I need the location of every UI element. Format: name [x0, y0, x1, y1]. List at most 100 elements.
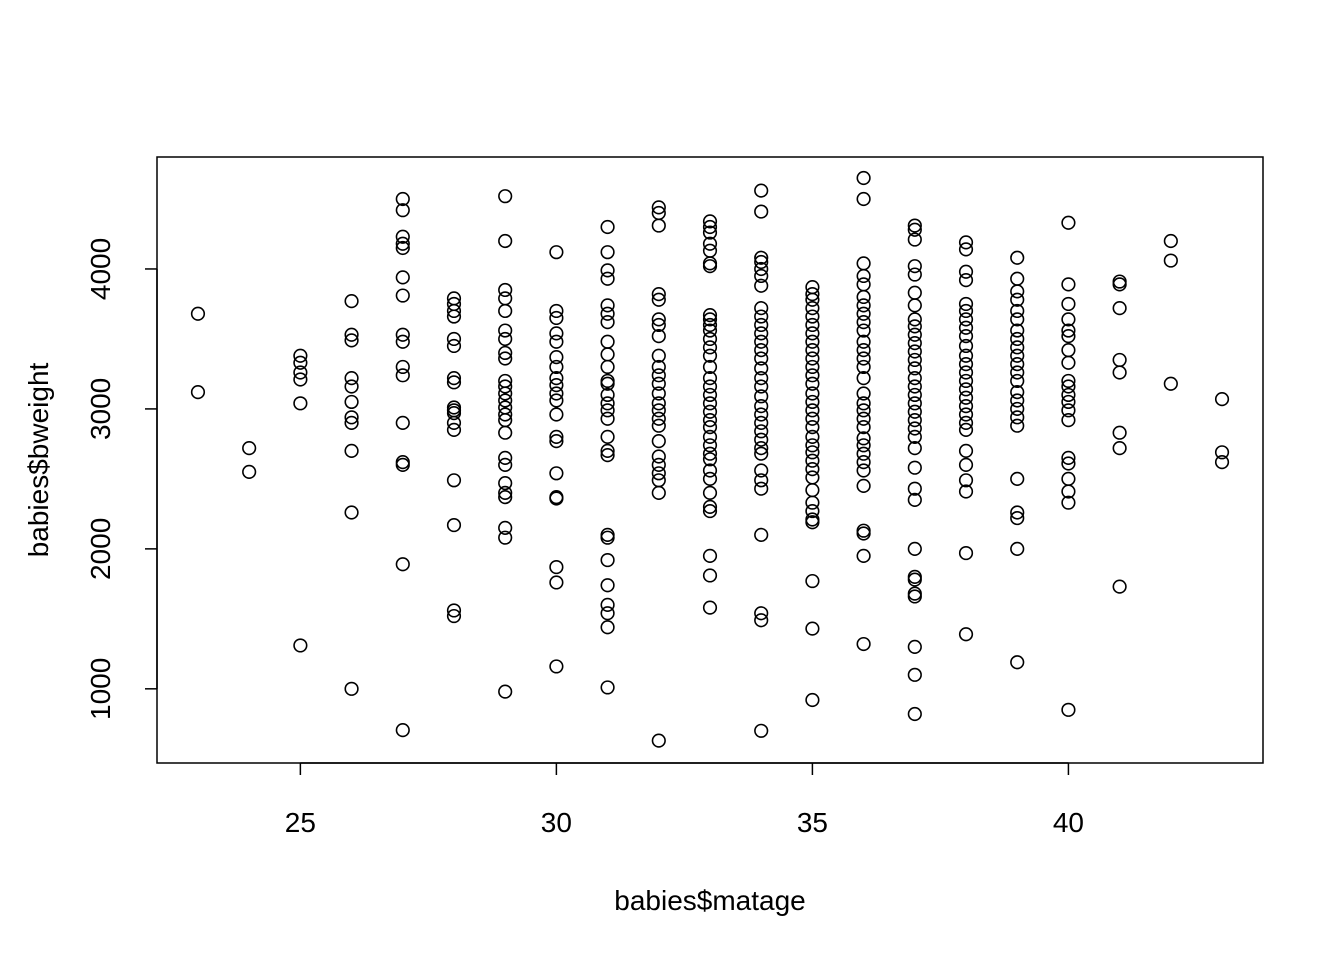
data-point	[958, 415, 974, 431]
data-point	[907, 387, 922, 403]
data-point	[395, 229, 410, 244]
data-point	[395, 236, 410, 251]
data-point	[1112, 352, 1127, 368]
data-point	[907, 441, 922, 456]
data-point	[549, 429, 564, 445]
data-point	[856, 315, 871, 330]
data-point	[702, 600, 718, 615]
data-point	[651, 312, 666, 327]
data-point	[805, 482, 820, 498]
data-point	[395, 359, 410, 375]
data-point	[805, 317, 820, 333]
y-tick-label: 1000	[85, 658, 116, 720]
data-point	[651, 292, 666, 307]
data-point	[1061, 296, 1076, 312]
data-point	[856, 277, 871, 292]
data-point	[702, 420, 718, 435]
data-point	[856, 343, 871, 358]
y-tick-label: 4000	[85, 238, 116, 300]
data-point	[907, 404, 922, 419]
data-point	[498, 323, 513, 338]
data-point	[1010, 323, 1025, 338]
data-point	[856, 548, 871, 563]
data-point	[549, 659, 564, 674]
data-point	[498, 530, 513, 545]
data-point	[1061, 484, 1076, 499]
data-point	[1010, 541, 1025, 556]
data-point	[1010, 357, 1025, 372]
data-point	[1112, 579, 1127, 594]
data-point	[446, 406, 462, 421]
data-point	[549, 407, 564, 422]
data-point	[1112, 277, 1127, 292]
data-point	[958, 348, 974, 363]
data-point	[702, 438, 718, 453]
data-point	[754, 399, 769, 414]
data-point	[907, 259, 922, 274]
data-point	[498, 303, 513, 319]
data-point	[805, 376, 820, 391]
data-point	[1010, 340, 1025, 355]
data-point	[702, 548, 718, 563]
data-point	[549, 334, 564, 349]
data-point	[702, 371, 718, 386]
data-point	[702, 359, 718, 375]
data-point	[498, 393, 513, 408]
data-point	[293, 638, 308, 653]
data-point	[805, 411, 820, 426]
data-point	[549, 575, 564, 590]
data-point	[651, 348, 666, 363]
data-point	[754, 309, 769, 324]
data-point	[1010, 271, 1025, 286]
data-point	[907, 492, 922, 507]
data-point	[344, 371, 359, 386]
data-point	[907, 569, 922, 584]
data-point	[600, 527, 615, 542]
data-point	[600, 359, 615, 375]
data-point	[754, 351, 769, 366]
data-point	[600, 606, 615, 621]
data-point	[856, 403, 871, 418]
data-point	[1112, 425, 1127, 440]
data-point	[651, 418, 666, 433]
data-point	[498, 291, 513, 306]
data-point	[651, 396, 666, 411]
data-point	[805, 461, 820, 477]
data-point	[1061, 343, 1076, 358]
data-point	[805, 470, 820, 485]
data-point	[1214, 454, 1230, 470]
data-point	[498, 520, 513, 535]
data-point	[754, 441, 769, 456]
data-point	[1061, 379, 1076, 394]
data-point	[1061, 495, 1076, 510]
data-point	[907, 460, 922, 475]
data-point	[498, 457, 513, 472]
data-point	[958, 373, 974, 389]
data-point	[446, 473, 462, 488]
data-point	[958, 443, 974, 459]
data-point	[1010, 505, 1025, 520]
data-point	[600, 443, 615, 459]
data-point	[702, 568, 718, 583]
data-point	[498, 331, 513, 347]
data-point	[856, 289, 871, 305]
data-point	[1061, 403, 1076, 418]
data-point	[754, 371, 769, 386]
data-point	[651, 317, 666, 333]
data-point	[907, 413, 922, 428]
data-point	[702, 317, 718, 333]
data-point	[344, 443, 359, 459]
data-point	[856, 396, 871, 411]
data-point	[754, 407, 769, 422]
data-point	[651, 368, 666, 383]
data-point	[549, 371, 564, 386]
data-point	[856, 636, 871, 652]
data-point	[754, 527, 769, 542]
data-point	[651, 386, 666, 401]
data-point	[805, 445, 820, 460]
data-point	[600, 597, 615, 612]
data-point	[344, 681, 359, 696]
data-point	[1061, 450, 1076, 466]
data-point	[958, 484, 974, 499]
data-point	[600, 219, 615, 235]
